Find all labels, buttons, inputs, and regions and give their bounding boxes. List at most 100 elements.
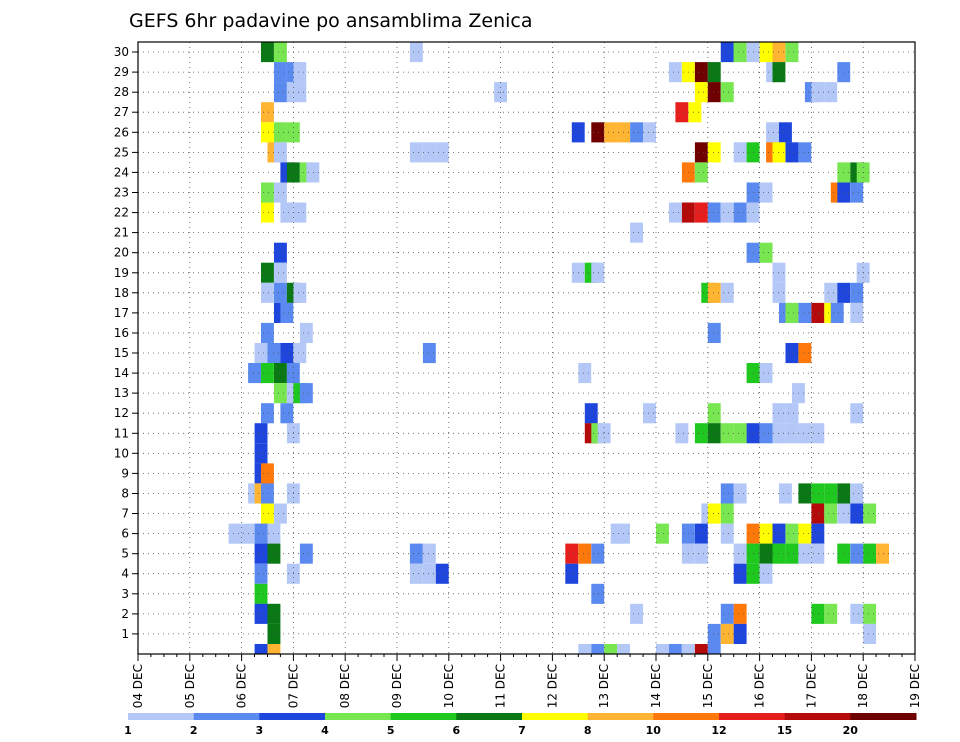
colorbar-label: 5 <box>387 724 395 737</box>
heatmap-cell <box>293 82 307 103</box>
heatmap-cell <box>850 603 864 624</box>
heatmap-cell <box>293 62 307 83</box>
heatmap-cell <box>274 383 287 404</box>
heatmap-cell <box>694 162 708 183</box>
heatmap-cell <box>261 363 274 384</box>
y-tick-label: 11 <box>114 426 129 440</box>
heatmap-cell <box>597 423 611 444</box>
heatmap-cell <box>811 82 825 103</box>
heatmap-cell <box>293 202 307 223</box>
heatmap-cell <box>694 523 708 544</box>
y-tick-label: 12 <box>114 406 129 420</box>
heatmap-cell <box>306 162 320 183</box>
y-tick-label: 8 <box>121 487 129 501</box>
x-tick-label: 11 DEC <box>494 664 508 708</box>
heatmap-cell <box>863 503 877 524</box>
heatmap-cell <box>656 523 669 544</box>
heatmap-cell <box>707 322 721 343</box>
y-tick-label: 20 <box>114 246 129 260</box>
heatmap-cell <box>578 644 592 654</box>
colorbar-label: 12 <box>711 724 726 737</box>
heatmap-cell <box>811 603 825 624</box>
heatmap-cell <box>694 423 708 444</box>
heatmap-cell <box>733 142 747 163</box>
heatmap-cell <box>824 603 838 624</box>
colorbar-segment <box>128 713 195 720</box>
y-tick-label: 19 <box>114 266 129 280</box>
heatmap-cell <box>785 142 799 163</box>
heatmap-cell <box>707 503 721 524</box>
y-tick-label: 16 <box>114 326 129 340</box>
heatmap-cell <box>811 523 825 544</box>
heatmap-cell <box>274 82 287 103</box>
heatmap-cell <box>811 543 825 564</box>
y-tick-label: 10 <box>114 446 129 460</box>
heatmap-cell <box>643 122 656 143</box>
heatmap-cell <box>604 644 618 654</box>
heatmap-cell <box>694 142 708 163</box>
heatmap-cell <box>798 302 812 323</box>
y-tick-label: 6 <box>121 527 129 541</box>
heatmap-cell <box>759 242 773 263</box>
heatmap-cell <box>274 122 287 143</box>
heatmap-cell <box>261 262 274 283</box>
heatmap-cell <box>584 403 598 424</box>
x-tick-label: 04 DEC <box>131 664 145 708</box>
heatmap-cell <box>630 222 643 243</box>
heatmap-cell <box>274 262 287 283</box>
y-tick-label: 27 <box>114 105 129 119</box>
heatmap-cell <box>707 623 721 644</box>
heatmap-cell <box>261 463 274 484</box>
heatmap-cell <box>409 543 423 564</box>
colorbar-label: 6 <box>452 724 460 737</box>
heatmap-cell <box>565 563 579 584</box>
heatmap-cell <box>785 302 799 323</box>
heatmap-cell <box>733 563 747 584</box>
heatmap-cell <box>422 142 436 163</box>
heatmap-cell <box>261 282 274 303</box>
heatmap-cell <box>707 423 721 444</box>
heatmap-cell <box>720 603 734 624</box>
heatmap-cell <box>299 383 313 404</box>
heatmap-cell <box>643 403 656 424</box>
x-tick-label: 16 DEC <box>753 664 767 708</box>
heatmap-cell <box>707 403 721 424</box>
heatmap-cell <box>785 423 799 444</box>
heatmap-cell <box>254 603 268 624</box>
x-axis: 04 DEC 05 DEC 06 DEC 07 DEC 08 DEC 09 DEC 10 D… <box>131 654 922 708</box>
heatmap-cell <box>675 102 689 123</box>
colorbar-label: 20 <box>843 724 859 737</box>
heatmap-cell <box>254 644 268 654</box>
heatmap-cell <box>707 644 721 654</box>
colorbar-segment <box>259 713 326 720</box>
heatmap-cell <box>630 603 643 624</box>
heatmap-cell <box>830 302 844 323</box>
heatmap-cell <box>811 483 825 504</box>
heatmap-cell <box>850 543 864 564</box>
heatmap-cell <box>409 563 423 584</box>
heatmap-cell <box>422 543 436 564</box>
heatmap-cell <box>850 503 864 524</box>
heatmap-cell <box>261 403 274 424</box>
colorbar-label: 7 <box>518 724 526 737</box>
colorbar-label: 15 <box>777 724 792 737</box>
heatmap-cell <box>850 302 864 323</box>
heatmap-cell <box>824 503 838 524</box>
heatmap-cell <box>694 543 708 564</box>
colorbar-label: 3 <box>255 724 263 737</box>
y-tick-label: 4 <box>121 567 129 581</box>
y-tick-label: 28 <box>114 85 129 99</box>
heatmap-cell <box>759 543 773 564</box>
x-tick-label: 19 DEC <box>908 664 922 708</box>
heatmap-cell <box>694 82 708 103</box>
heatmap-cell <box>299 322 313 343</box>
y-tick-label: 7 <box>121 507 129 521</box>
heatmap-cell <box>668 202 682 223</box>
colorbar: 1 2 3 4 5 6 7 8 10 12 15 20 <box>124 713 917 737</box>
y-tick-label: 2 <box>121 607 129 621</box>
heatmap-cell <box>694 202 708 223</box>
heatmap-cell <box>261 483 274 504</box>
heatmap-cell <box>850 483 864 504</box>
x-tick-label: 15 DEC <box>701 664 715 708</box>
